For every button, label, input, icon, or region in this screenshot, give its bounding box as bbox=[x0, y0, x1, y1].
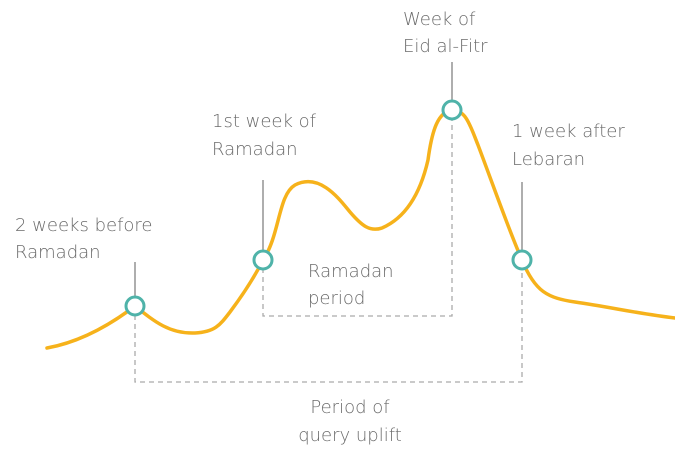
annotation-label: Ramadan bbox=[15, 242, 101, 263]
annotation-label: 1 week after bbox=[512, 121, 625, 142]
bracket-label: period bbox=[308, 288, 365, 309]
annotation-label: Eid al-Fitr bbox=[403, 36, 488, 57]
marker bbox=[252, 249, 274, 271]
annotation-label: 2 weeks before bbox=[15, 215, 153, 236]
marker bbox=[441, 99, 463, 121]
bracket-label: Period of bbox=[310, 397, 390, 418]
marker bbox=[511, 249, 533, 271]
annotation-label: Ramadan bbox=[212, 139, 298, 160]
annotation-label: Week of bbox=[403, 9, 476, 30]
bracket-label: Ramadan bbox=[308, 261, 394, 282]
ramadan-bracket bbox=[262, 120, 453, 317]
annotation-label: Lebaran bbox=[512, 149, 585, 170]
bracket-label: query uplift bbox=[298, 425, 402, 446]
marker bbox=[124, 295, 146, 317]
uplift-bracket bbox=[134, 269, 523, 383]
annotation-label: 1st week of bbox=[212, 111, 317, 132]
